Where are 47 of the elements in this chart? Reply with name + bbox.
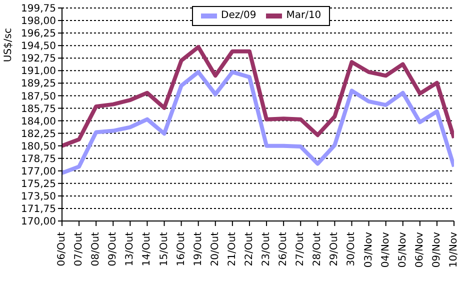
x-tick-label: 20/Out <box>210 232 221 266</box>
x-tick-label: 29/Out <box>329 232 340 266</box>
x-tick-label: 09/Nov <box>431 232 442 268</box>
y-tick-label: 184,00 <box>21 116 56 128</box>
y-tick-label: 178,75 <box>21 154 56 165</box>
y-tick-label: 199,75 <box>21 4 56 15</box>
x-tick-label: 06/Nov <box>414 232 426 268</box>
y-tick-label: 173,50 <box>21 191 56 202</box>
line-series <box>62 70 454 176</box>
x-tick-label: 28/Out <box>312 232 324 266</box>
x-tick-label: 27/Out <box>295 232 306 266</box>
y-tick-label: 185,75 <box>21 104 56 115</box>
x-tick-label: 08/Out <box>90 232 102 266</box>
line-series <box>62 45 454 148</box>
y-tick-label: 170,00 <box>21 216 56 228</box>
y-tick-label: 196,25 <box>21 28 56 40</box>
y-tick-label: 175,25 <box>21 178 56 190</box>
x-tick-label: 22/Out <box>244 232 255 266</box>
y-tick-label: 180,50 <box>21 141 56 152</box>
x-tick-label: 14/Out <box>142 232 153 266</box>
x-tick-label: 05/Nov <box>397 232 408 268</box>
legend-label: Mar/10 <box>286 9 322 23</box>
y-tick-label: 194,50 <box>21 41 56 52</box>
x-tick-label: 07/Out <box>74 232 85 266</box>
x-tick-label: 23/Out <box>261 232 272 266</box>
legend-label: Dez/09 <box>221 9 256 23</box>
x-tick-label: 03/Nov <box>363 232 374 268</box>
y-tick-label: 187,50 <box>21 91 56 102</box>
x-tick-label: 30/Out <box>346 232 358 266</box>
x-tick-label: 15/Out <box>158 232 170 266</box>
x-tick-label: 21/Out <box>226 232 238 266</box>
y-tick-label: 198,00 <box>21 16 56 28</box>
y-tick-label: 171,75 <box>21 204 56 216</box>
y-tick-label: 192,75 <box>21 54 56 65</box>
y-tick-label: 182,25 <box>21 128 56 140</box>
x-tick-label: 10/Nov <box>448 232 459 268</box>
x-tick-label: 04/Nov <box>380 232 392 268</box>
x-tick-label: 09/Out <box>108 232 119 266</box>
y-axis-title: US$/sc <box>3 28 14 62</box>
x-tick-label: 26/Out <box>278 232 290 266</box>
y-tick-label: 189,25 <box>21 78 56 90</box>
x-tick-label: 16/Out <box>176 232 187 266</box>
y-tick-label: 191,00 <box>21 66 56 78</box>
x-tick-label: 13/Out <box>124 232 136 266</box>
x-tick-label: 06/Out <box>56 232 68 266</box>
y-tick-label: 177,00 <box>21 166 56 178</box>
x-tick-label: 19/Out <box>192 232 204 266</box>
